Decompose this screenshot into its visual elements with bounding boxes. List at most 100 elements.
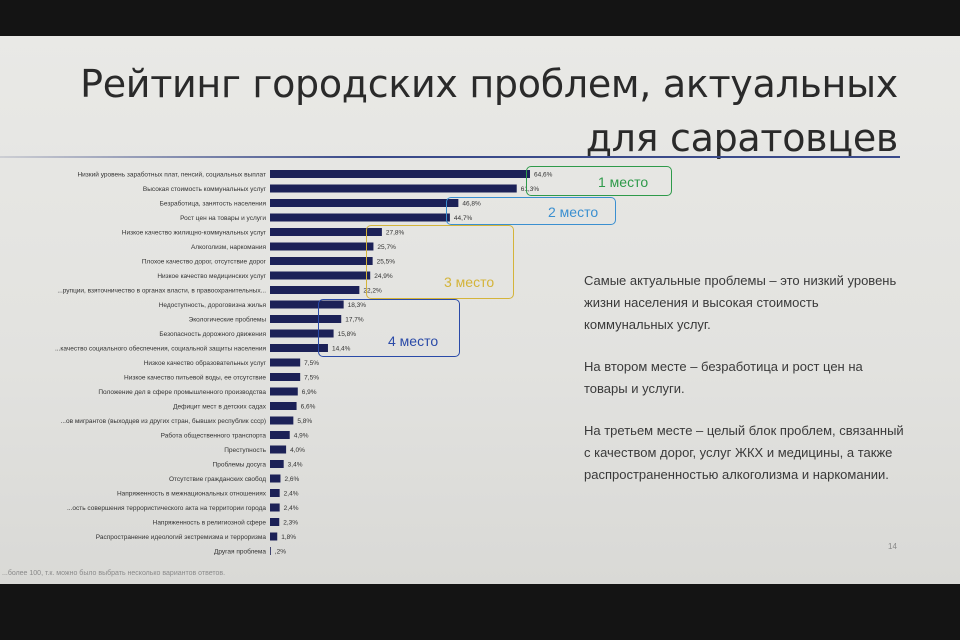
category-label: ...качество социального обеспечения, соц… xyxy=(55,345,266,353)
value-label: 2,4% xyxy=(284,491,299,498)
summary-text: Самые актуальные проблемы – это низкий у… xyxy=(584,270,904,506)
category-label: Низкое качество жилищно-коммунальных усл… xyxy=(122,230,267,237)
value-label: 25,7% xyxy=(377,244,396,251)
bar xyxy=(270,547,271,555)
value-label: 1,8% xyxy=(281,534,296,541)
bar xyxy=(270,489,280,497)
title-underline xyxy=(0,156,900,158)
summary-paragraph-1: Самые актуальные проблемы – это низкий у… xyxy=(584,273,897,332)
category-label: ...ов мигрантов (выходцев из других стра… xyxy=(61,417,266,425)
category-label: Низкое качество образовательных услуг xyxy=(144,359,267,367)
bar xyxy=(270,402,297,410)
category-label: Безопасность дорожного движения xyxy=(159,331,266,338)
bar xyxy=(270,474,281,483)
rank-box-3 xyxy=(366,225,514,299)
bar xyxy=(270,387,298,396)
bar xyxy=(270,329,334,338)
bar xyxy=(270,416,294,425)
value-label: 14,4% xyxy=(332,346,351,353)
value-label: 64,6% xyxy=(534,172,553,179)
rank-box-1 xyxy=(526,166,672,196)
category-label: Отсутствие гражданских свобод xyxy=(169,475,266,483)
presentation-slide: Рейтинг городских проблем, актуальных дл… xyxy=(0,36,960,584)
value-label: 4,9% xyxy=(294,433,309,440)
bar xyxy=(270,373,301,381)
category-label: Проблемы досуга xyxy=(213,461,267,469)
category-label: Напряженность в межнациональных отношени… xyxy=(117,491,267,498)
category-label: ...ость совершения террористического акт… xyxy=(67,505,266,512)
value-label: 7,5% xyxy=(304,375,319,382)
bar xyxy=(270,503,280,512)
category-label: Низкое качество медицинских услуг xyxy=(157,273,266,280)
value-label: 18,3% xyxy=(348,302,367,309)
category-label: Другая проблема xyxy=(214,548,266,556)
category-label: Экологические проблемы xyxy=(189,316,267,324)
bar xyxy=(270,460,284,468)
category-label: Алкоголизм, наркомания xyxy=(191,244,267,251)
summary-paragraph-2: На втором месте – безработица и рост цен… xyxy=(584,359,863,396)
value-label: ,2% xyxy=(275,549,286,556)
value-label: 4,0% xyxy=(290,447,305,454)
value-label: 22,2% xyxy=(363,288,382,295)
value-label: 6,9% xyxy=(302,389,317,396)
value-label: 61,3% xyxy=(521,186,540,193)
page-number: 14 xyxy=(888,542,897,551)
bar xyxy=(270,344,328,352)
value-label: 7,5% xyxy=(304,360,319,367)
category-label: Недоступность, дороговизна жилья xyxy=(159,302,267,309)
value-label: 27,8% xyxy=(386,230,405,237)
bar xyxy=(270,271,371,280)
bar xyxy=(270,518,280,526)
value-label: 44,7% xyxy=(454,215,473,222)
value-label: 3,4% xyxy=(288,462,303,469)
category-label: Положение дел в сфере промышленного прои… xyxy=(98,389,266,396)
rank-label-2: 2 место xyxy=(548,204,599,220)
value-label: 24,9% xyxy=(374,273,393,280)
bar xyxy=(270,199,459,207)
bar xyxy=(270,213,450,222)
rank-label-4: 4 место xyxy=(388,333,439,349)
bar xyxy=(270,170,530,178)
slide-title-line-2: для саратовцев xyxy=(585,116,899,160)
value-label: 17,7% xyxy=(345,317,364,324)
bar xyxy=(270,445,287,454)
rank-box-2 xyxy=(446,197,616,225)
value-label: 2,3% xyxy=(283,520,298,527)
category-label: ...рупции, взяточничество в органах влас… xyxy=(57,288,266,295)
bar xyxy=(270,358,301,367)
value-label: 6,6% xyxy=(301,404,316,411)
value-label: 5,8% xyxy=(297,418,312,425)
bar xyxy=(270,228,382,236)
category-label: Распространение идеологий экстремизма и … xyxy=(96,533,267,541)
value-label: 25,5% xyxy=(377,259,396,266)
category-label: Низкий уровень заработных плат, пенсий, … xyxy=(77,171,266,179)
value-label: 2,4% xyxy=(284,505,299,512)
rank-label-3: 3 место xyxy=(444,274,495,290)
bar xyxy=(270,242,374,251)
footnote: ...более 100, т.к. можно было выбрать не… xyxy=(2,570,226,577)
rank-label-1: 1 место xyxy=(598,174,649,190)
bar xyxy=(270,315,342,323)
value-label: 15,8% xyxy=(338,331,357,338)
category-label: Преступность xyxy=(224,447,266,454)
bar-chart: Низкий уровень заработных плат, пенсий, … xyxy=(55,170,553,556)
bar xyxy=(270,184,517,193)
summary-paragraph-3: На третьем месте – целый блок проблем, с… xyxy=(584,423,904,482)
category-label: Работа общественного транспорта xyxy=(161,432,267,440)
category-label: Безработица, занятость населения xyxy=(160,200,267,208)
category-label: Напряженность в религиозной сфере xyxy=(153,519,267,527)
category-label: Рост цен на товары и услуги xyxy=(180,215,266,222)
bar xyxy=(270,300,344,309)
category-label: Дефицит мест в детских садах xyxy=(173,404,267,411)
bar xyxy=(270,532,278,541)
bar xyxy=(270,431,290,439)
value-label: 2,6% xyxy=(284,476,299,483)
rank-box-4 xyxy=(318,299,460,357)
bar xyxy=(270,286,360,294)
value-label: 46,8% xyxy=(462,201,481,208)
category-label: Низкое качество питьевой воды, ее отсутс… xyxy=(124,374,266,382)
category-label: Плохое качество дорог, отсутствие дорог xyxy=(142,259,267,266)
slide-title-line-1: Рейтинг городских проблем, актуальных xyxy=(80,62,898,106)
bar xyxy=(270,257,373,265)
category-label: Высокая стоимость коммунальных услуг xyxy=(143,186,267,193)
